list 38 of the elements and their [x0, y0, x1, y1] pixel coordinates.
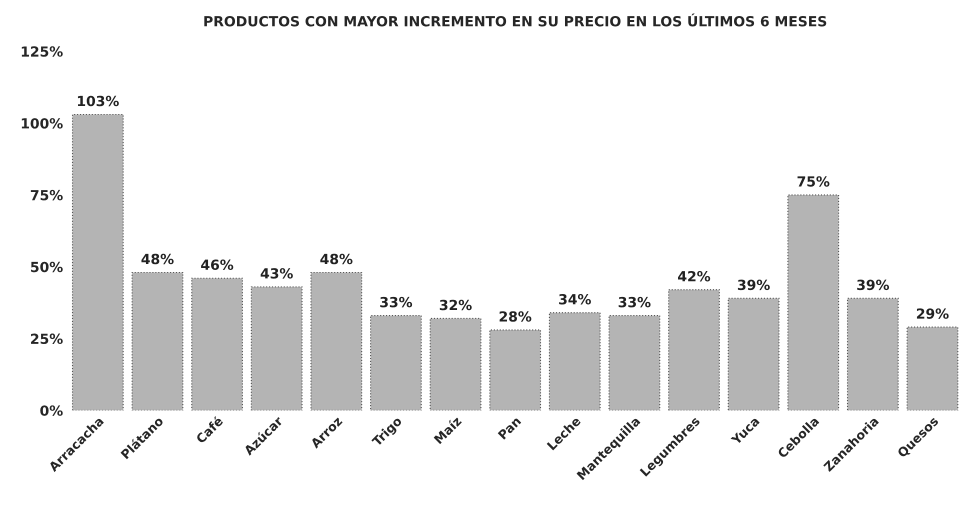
bar — [668, 289, 720, 410]
x-tick-label: Pan — [498, 416, 522, 440]
data-label: 34% — [559, 294, 591, 304]
data-label: 48% — [320, 254, 352, 264]
bar — [846, 298, 899, 410]
data-label: 46% — [201, 260, 234, 270]
bar — [906, 326, 958, 410]
y-tick-label: 125% — [22, 46, 63, 57]
bar — [787, 194, 840, 410]
chart-title: PRODUCTOS CON MAYOR INCREMENTO EN SU PRECIO EN LOS ÚLTIMOS 6 MESES — [204, 13, 826, 26]
bar — [72, 114, 124, 410]
data-label: 43% — [260, 268, 293, 279]
data-label: 28% — [500, 311, 532, 322]
y-tick-label: 25% — [31, 334, 63, 344]
data-label: 33% — [380, 296, 412, 308]
data-label: 32% — [440, 300, 472, 310]
data-label: 48% — [141, 254, 174, 264]
y-tick-label: 100% — [22, 118, 63, 129]
bar — [548, 312, 601, 410]
bar — [489, 329, 542, 410]
bar — [728, 298, 780, 410]
data-label: 42% — [678, 270, 710, 282]
data-label: 33% — [618, 296, 651, 308]
data-label: 29% — [916, 308, 949, 319]
bar — [370, 315, 422, 410]
y-tick-label: 50% — [31, 262, 63, 272]
data-label: 75% — [798, 176, 830, 187]
bar — [430, 318, 482, 410]
bar — [132, 272, 184, 410]
bar — [250, 286, 303, 410]
bar — [310, 272, 362, 410]
data-label: 39% — [857, 280, 890, 290]
bar — [608, 315, 660, 410]
data-label: 39% — [738, 280, 770, 290]
data-label: 103% — [78, 96, 119, 106]
bar — [191, 278, 243, 410]
y-tick-label: 75% — [30, 190, 63, 200]
y-tick-label: 0% — [40, 405, 63, 416]
